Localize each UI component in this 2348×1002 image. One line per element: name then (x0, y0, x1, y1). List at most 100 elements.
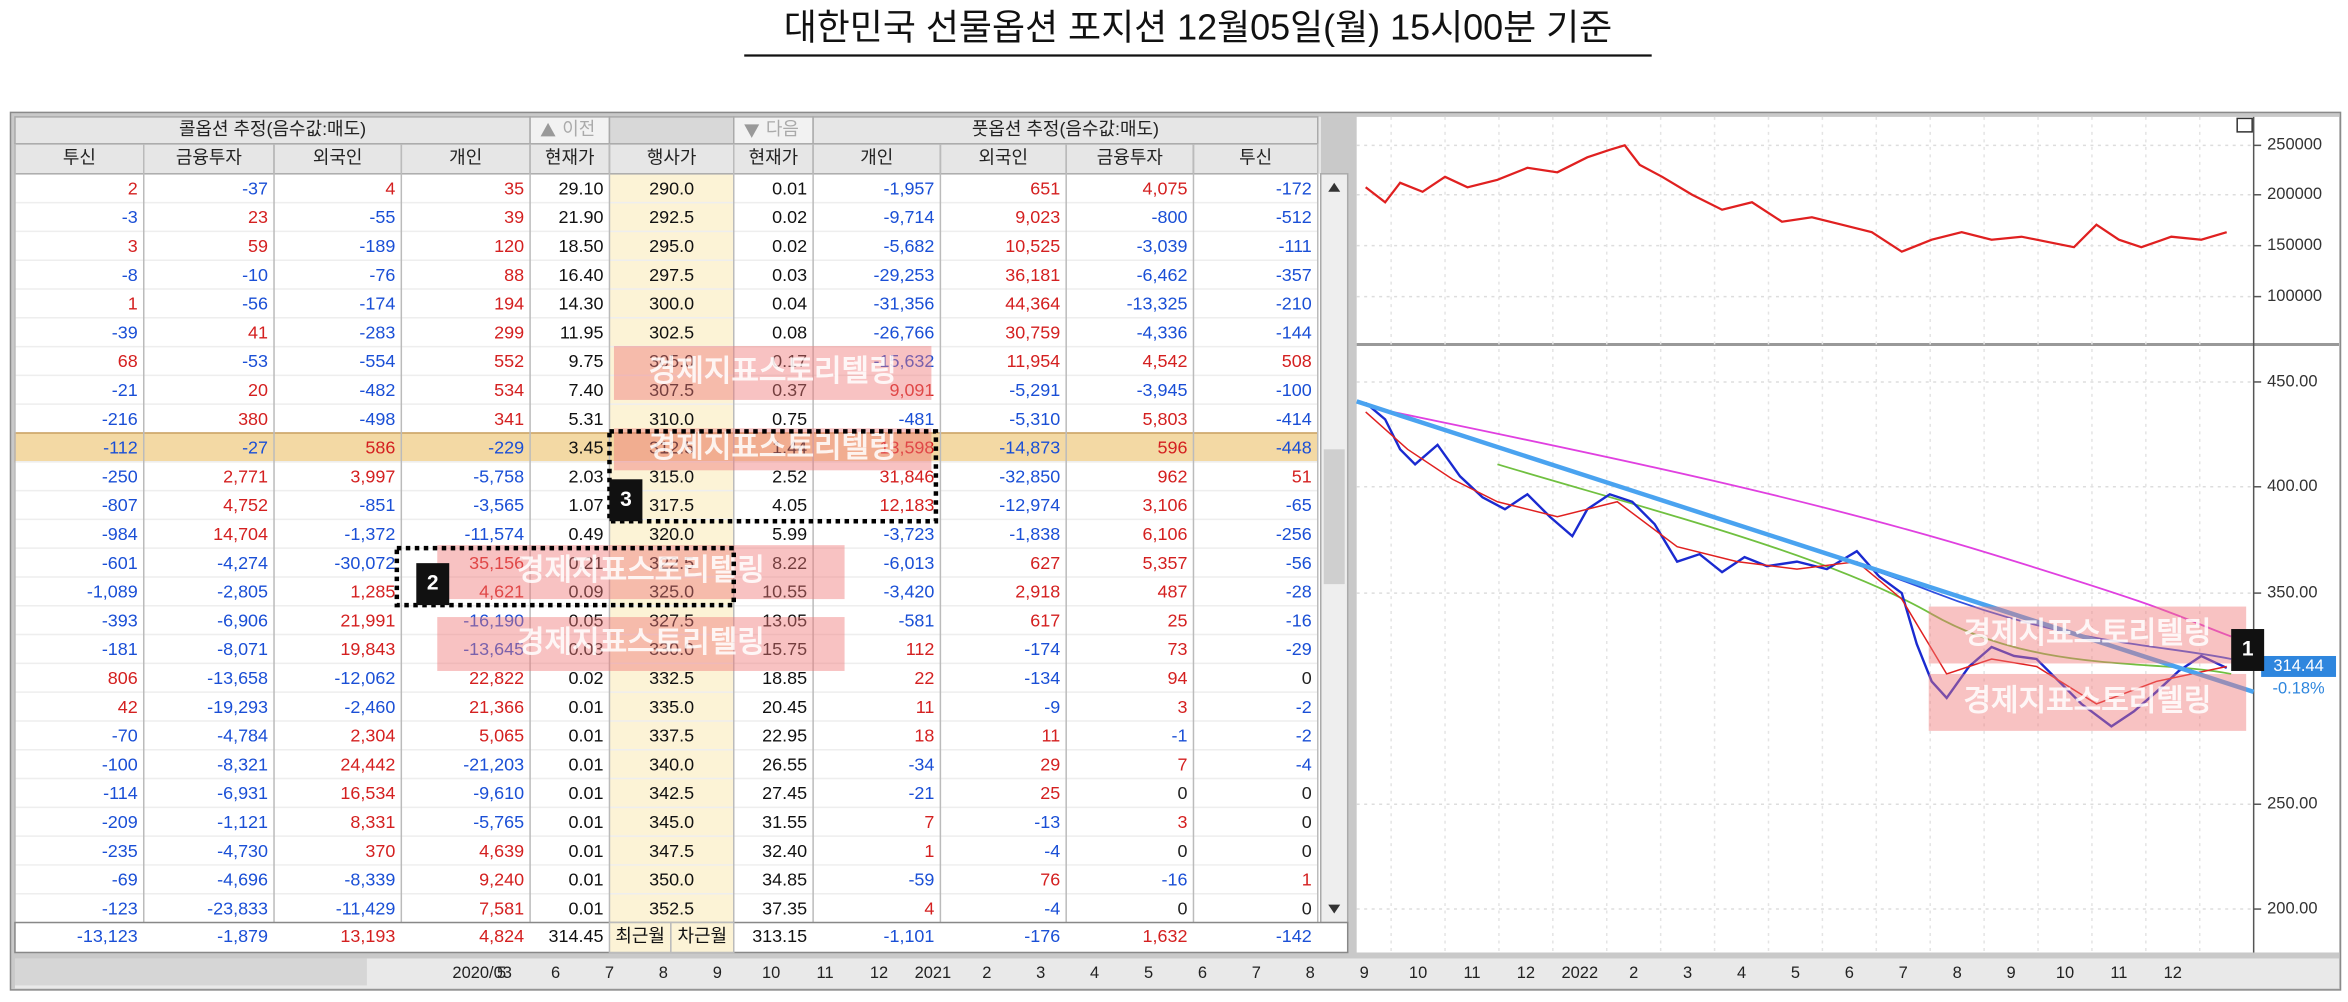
x-axis-strip (14, 958, 2340, 989)
group-header-gap (608, 116, 735, 145)
cell: 59 (248, 236, 268, 256)
cell: -3,039 (1137, 236, 1188, 256)
watermark-bg (613, 428, 932, 471)
footer-button[interactable] (608, 921, 672, 954)
nav-button[interactable] (529, 116, 611, 145)
cell: 12,183 (879, 495, 934, 515)
x-label: 2 (982, 964, 991, 982)
footer-cell: -1,879 (217, 926, 268, 946)
nav-label[interactable]: 이전 (562, 119, 595, 139)
x-label: 12 (870, 964, 888, 982)
cell: 194 (494, 294, 524, 314)
watermark-bg (437, 545, 845, 600)
cell: 317.5 (649, 495, 694, 515)
x-label: 7 (1899, 964, 1908, 982)
cell: 0.01 (569, 726, 604, 746)
footer-cell[interactable]: 차근월 (678, 926, 728, 946)
watermark: 경제지표스토리텔링 (649, 355, 897, 388)
footer-button[interactable] (670, 921, 735, 954)
x-label: 2020/03 (452, 964, 512, 982)
cell: -37 (242, 178, 268, 198)
x-label: 6 (551, 964, 560, 982)
cell: 5,803 (1143, 409, 1188, 429)
cell: 19,843 (340, 639, 395, 659)
cell: 6,106 (1143, 524, 1188, 544)
cell: 14,704 (213, 524, 268, 544)
y-tick-label: 400.00 (2267, 477, 2317, 495)
cell: 596 (1158, 438, 1188, 458)
nav-label[interactable]: 다음 (766, 119, 799, 139)
y-tick-label: 350.00 (2267, 583, 2317, 601)
cell: 0.01 (569, 697, 604, 717)
cell: 0.05 (569, 610, 604, 630)
cell: 300.0 (649, 294, 694, 314)
scroll-down[interactable] (1328, 904, 1341, 914)
cell: 370 (365, 841, 395, 861)
cell: -59 (908, 870, 934, 890)
cell: -3,723 (884, 524, 935, 544)
cell: 0 (1302, 812, 1312, 832)
cell: -172 (1276, 178, 1312, 198)
footer-cell[interactable]: 최근월 (615, 926, 665, 946)
cell: -1,372 (344, 524, 395, 544)
cell: 25 (1167, 610, 1187, 630)
x-label: 9 (713, 964, 722, 982)
cell: 962 (1158, 466, 1188, 486)
chart-menu[interactable] (2236, 117, 2253, 133)
x-label: 6 (1198, 964, 1207, 982)
cell: 0.02 (569, 668, 604, 688)
cell: 330.0 (649, 639, 694, 659)
x-label: 8 (659, 964, 668, 982)
cell: -174 (359, 294, 395, 314)
cell: -13 (1034, 812, 1060, 832)
cell: 24,442 (340, 754, 395, 774)
cell: 44,364 (1005, 294, 1060, 314)
cell: 31.55 (762, 812, 807, 832)
watermark: 경제지표스토리텔링 (517, 626, 765, 659)
scroll-thumb[interactable] (1323, 449, 1345, 585)
scroll-up[interactable] (1328, 182, 1341, 192)
footer-cell: 1,632 (1143, 926, 1188, 946)
cell: 806 (108, 668, 138, 688)
cell: 290.0 (649, 178, 694, 198)
option-table: 콜옵션 추정(음수값:매도) 이전 다음 풋옵션 추정(음수값:매도) 투신 금융투자 외국… (14, 116, 1349, 954)
cell: 297.5 (649, 265, 694, 285)
cell: 32.40 (762, 841, 807, 861)
x-label: 12 (2164, 964, 2182, 982)
x-scroll[interactable] (14, 958, 367, 986)
x-label: 3 (1036, 964, 1045, 982)
cell: 7 (1177, 754, 1187, 774)
watermark-bg (437, 617, 845, 671)
group-header: 콜옵션 추정(음수값:매도) (179, 119, 366, 139)
cell: 3 (1177, 697, 1187, 717)
cell: 18.50 (559, 236, 604, 256)
cell: -448 (1276, 438, 1312, 458)
x-label: 4 (1090, 964, 1099, 982)
cell: 7,581 (479, 898, 524, 918)
cell: 4,752 (223, 495, 268, 515)
cell: -100 (1276, 380, 1312, 400)
cell: 0.02 (772, 236, 807, 256)
cell: 0.01 (569, 870, 604, 890)
cell: -807 (102, 495, 138, 515)
cell: -256 (1276, 524, 1312, 544)
cell: 51 (1292, 466, 1312, 486)
column-header: 개인 (860, 148, 893, 168)
cell: 345.0 (649, 812, 694, 832)
cell: 312.5 (649, 438, 694, 458)
x-label: 5 (1144, 964, 1153, 982)
x-label: 9 (2006, 964, 2015, 982)
cell: -8,071 (217, 639, 268, 659)
nav-button[interactable] (733, 116, 814, 145)
cell: 0.08 (772, 322, 807, 342)
cell: 2.52 (772, 466, 807, 486)
x-label: 8 (1306, 964, 1315, 982)
cell: 2 (128, 178, 138, 198)
cell: 15.75 (762, 639, 807, 659)
cell: 7.40 (569, 380, 604, 400)
x-label: 4 (1737, 964, 1746, 982)
x-label: 8 (1953, 964, 1962, 982)
cell: -134 (1024, 668, 1060, 688)
cell: 76 (1040, 870, 1060, 890)
